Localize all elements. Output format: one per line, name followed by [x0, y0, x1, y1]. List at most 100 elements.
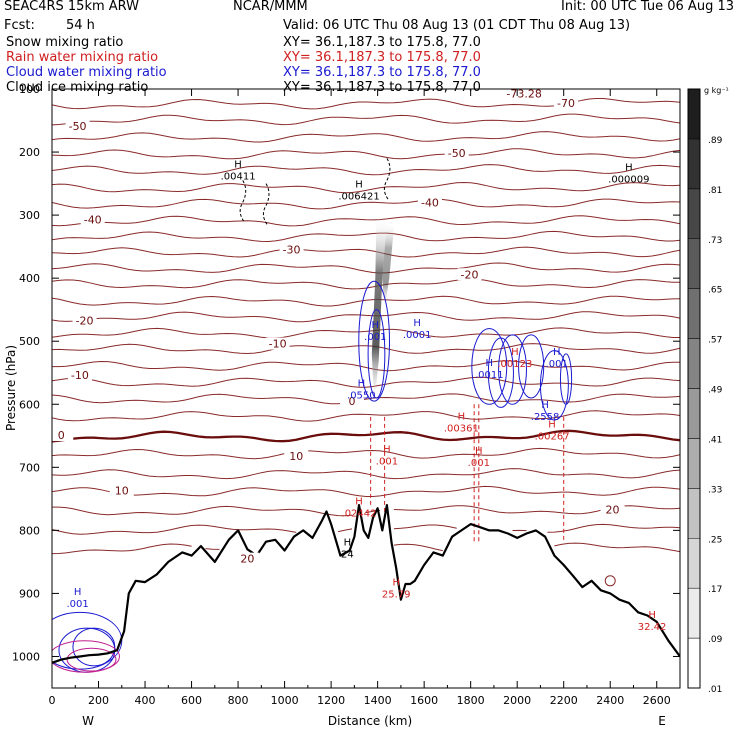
isotherm-line [52, 485, 680, 497]
isotherm-label: 20 [606, 503, 620, 516]
extremum-label: .0001 [403, 330, 432, 341]
isotherm-label: 0 [349, 395, 356, 408]
label-background [600, 503, 625, 516]
isotherm-label: -40 [84, 213, 102, 226]
forecast-label: Fcst: [4, 18, 35, 33]
isotherm-label: 10 [289, 450, 303, 463]
colorbar-bin [687, 188, 701, 239]
isotherm-line [52, 376, 680, 388]
mixing-ratio-contour [539, 350, 569, 421]
extremum-marker: H [355, 497, 363, 508]
extremum-label: .006421 [338, 191, 379, 202]
extremum-label: 25.79 [382, 589, 411, 600]
y-tick-label: 100 [19, 83, 40, 96]
isotherm-label: -50 [448, 147, 466, 160]
x-tick-label: 2600 [643, 694, 671, 707]
extremum-label: .000009 [608, 174, 649, 185]
extremum-label: .001 [468, 458, 490, 469]
label-background [265, 337, 290, 350]
extremum-label: .001 [66, 599, 88, 610]
label-background [279, 243, 304, 256]
isotherm-label: -10 [71, 369, 89, 382]
colorbar-tick-label: .89 [708, 136, 723, 146]
colorbar-tick-label: .81 [708, 186, 722, 196]
colorbar-bin [687, 338, 701, 389]
colorbar-frame [687, 88, 701, 689]
extremum-label: .0011 [475, 370, 504, 381]
extremum-marker: H [625, 162, 633, 173]
extremum-marker: H [541, 400, 549, 411]
label-background [65, 120, 90, 133]
label-background [284, 449, 309, 462]
x-axis-right-end-label: E [658, 714, 666, 728]
extremum-label: .2558 [531, 412, 560, 423]
colorbar-tick-label: .49 [708, 386, 723, 396]
extremum-label: 32.42 [638, 622, 667, 633]
mixing-ratio-contour [518, 334, 545, 399]
extremum-marker: H [648, 610, 656, 621]
label-background [417, 196, 442, 209]
label-background [49, 429, 74, 442]
isotherm-line [52, 327, 680, 339]
colorbar-bin [687, 538, 701, 589]
extremum-label: .00411 [221, 171, 256, 182]
mixing-ratio-contour [487, 337, 514, 408]
plot-frame [51, 88, 681, 689]
extremum-marker: H [548, 420, 556, 431]
extremum-marker: H [413, 318, 421, 329]
isotherm-label: -20 [76, 314, 94, 327]
colorbar-tick-label: .33 [708, 485, 722, 495]
label-background [235, 552, 260, 565]
snow-shading [371, 215, 387, 405]
isotherm-line [52, 131, 680, 143]
field-cloudwater-label: Cloud water mixing ratio [6, 65, 167, 80]
x-tick-label: 2000 [503, 694, 531, 707]
isotherm-line [52, 311, 680, 323]
colorbar-tick-label: .01 [708, 685, 722, 695]
extremum-label: .00361 [444, 423, 479, 434]
x-tick-label: 200 [88, 694, 109, 707]
colorbar-unit-label: g kg⁻¹ [704, 86, 729, 95]
mixing-ratio-contour [367, 309, 386, 399]
x-tick-label: 1200 [317, 694, 345, 707]
field-rain-label: Rain water mixing ratio [6, 50, 159, 65]
isotherm-line [52, 278, 680, 290]
extremum-label: 24 [341, 550, 354, 561]
extremum-marker: H [553, 347, 561, 358]
isotherm-line [52, 164, 680, 176]
isotherm-label: -50 [69, 120, 87, 133]
snow-shading-secondary [382, 221, 394, 310]
colorbar: .01 .09 .17 .25 .33 .41 .49 .57 .65 .73 .81 .89 g kg… [687, 86, 729, 695]
field-cloudwater-xy: XY= 36.1,187.3 to 175.8, 77.0 [283, 65, 481, 80]
cloud-ice-contour [262, 183, 270, 226]
colorbar-bin [687, 288, 701, 339]
extremum-label: .001 [546, 359, 568, 370]
x-tick-label: 1000 [271, 694, 299, 707]
y-tick-label: 800 [19, 524, 40, 537]
isotherm-line [52, 215, 680, 227]
field-rain-xy: XY= 36.1,187.3 to 175.8, 77.0 [283, 50, 481, 65]
x-tick-label: 600 [181, 694, 202, 707]
label-background [340, 395, 365, 408]
isotherm-label: -30 [283, 244, 301, 257]
isotherm-line [52, 262, 680, 274]
forecast-hours: 54 h [66, 18, 95, 33]
extremum-marker: H [358, 379, 366, 390]
x-tick-label: 1400 [364, 694, 392, 707]
colorbar-tick-label: .09 [708, 635, 723, 645]
isotherm-line [52, 98, 680, 110]
x-tick-label: 2400 [596, 694, 624, 707]
isotherm-label: -20 [461, 268, 479, 281]
isotherm-label: -73.28 [506, 87, 541, 100]
isotherm-line [52, 468, 680, 480]
terrain-line [52, 504, 680, 664]
colorbar-bin [687, 438, 701, 489]
extremum-label: .00267 [535, 432, 570, 443]
colorbar-tick-label: .41 [708, 435, 722, 445]
extremum-label: .001 [364, 332, 386, 343]
mixing-ratio-contour [471, 328, 508, 405]
extremum-marker: H [344, 538, 352, 549]
field-cloudice-label: Cloud ice mixing ratio [6, 80, 149, 95]
y-tick-label: 400 [19, 272, 40, 285]
